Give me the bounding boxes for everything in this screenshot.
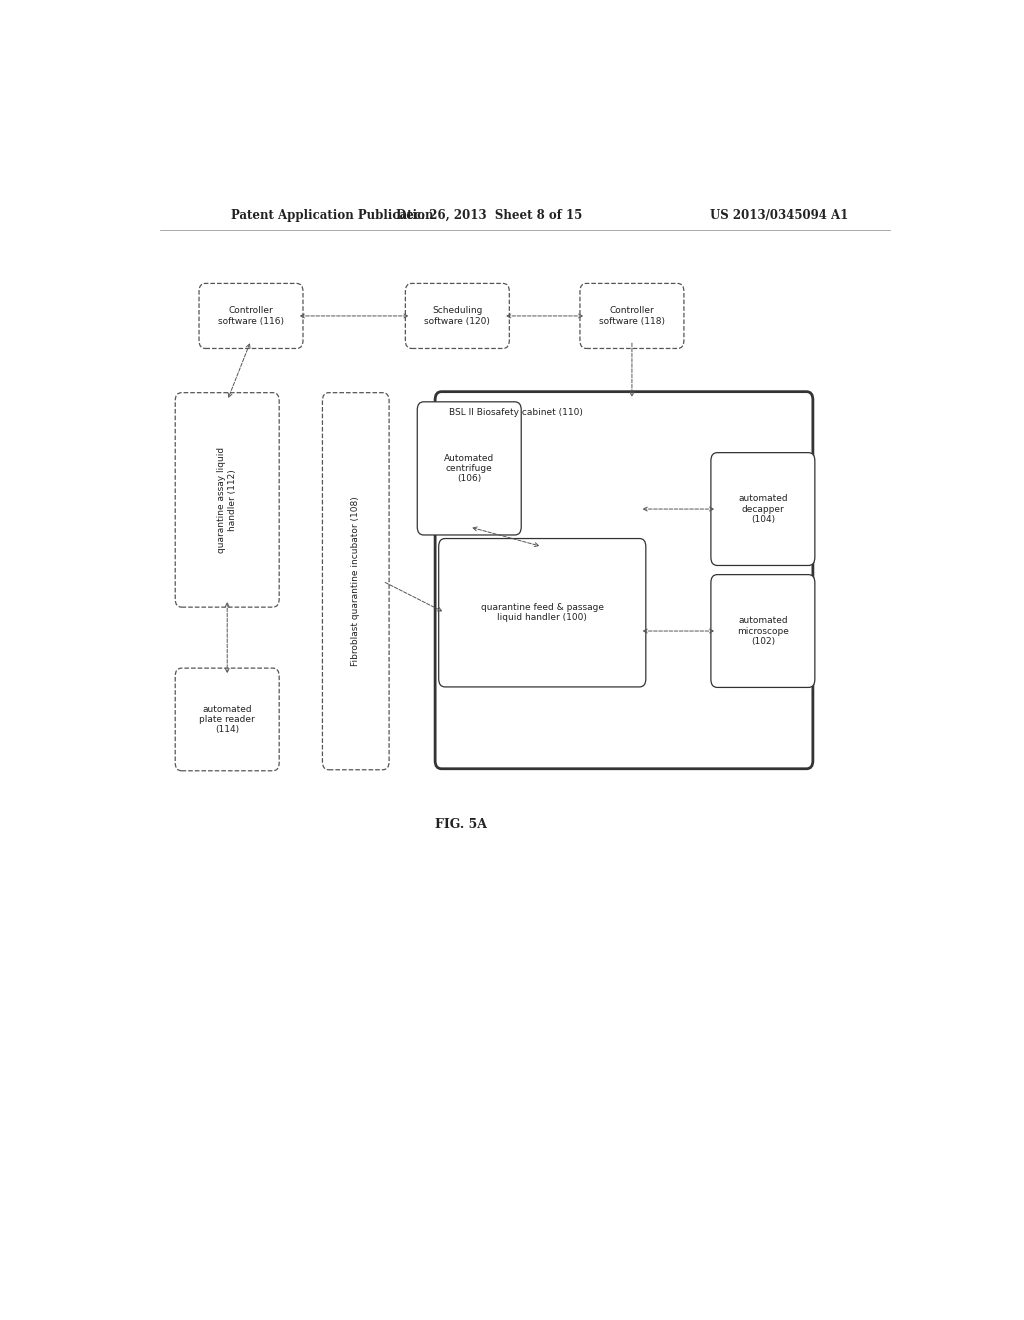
FancyBboxPatch shape (199, 284, 303, 348)
Text: Controller
software (118): Controller software (118) (599, 306, 665, 326)
Text: quarantine feed & passage
liquid handler (100): quarantine feed & passage liquid handler… (480, 603, 604, 623)
FancyBboxPatch shape (711, 453, 815, 565)
FancyBboxPatch shape (406, 284, 509, 348)
Text: US 2013/0345094 A1: US 2013/0345094 A1 (710, 209, 848, 222)
Text: Dec. 26, 2013  Sheet 8 of 15: Dec. 26, 2013 Sheet 8 of 15 (396, 209, 583, 222)
FancyBboxPatch shape (175, 392, 280, 607)
Text: automated
plate reader
(114): automated plate reader (114) (200, 705, 255, 734)
FancyBboxPatch shape (580, 284, 684, 348)
FancyBboxPatch shape (711, 574, 815, 688)
Text: Patent Application Publication: Patent Application Publication (231, 209, 434, 222)
FancyBboxPatch shape (438, 539, 646, 686)
Text: BSL II Biosafety cabinet (110): BSL II Biosafety cabinet (110) (450, 408, 584, 417)
Text: FIG. 5A: FIG. 5A (435, 817, 487, 830)
Text: automated
decapper
(104): automated decapper (104) (738, 494, 787, 524)
Text: Controller
software (116): Controller software (116) (218, 306, 284, 326)
FancyBboxPatch shape (175, 668, 280, 771)
FancyBboxPatch shape (435, 392, 813, 768)
Text: quarantine assay liquid
handler (112): quarantine assay liquid handler (112) (217, 447, 237, 553)
Text: Automated
centrifuge
(106): Automated centrifuge (106) (444, 454, 495, 483)
Text: automated
microscope
(102): automated microscope (102) (737, 616, 788, 645)
Text: Scheduling
software (120): Scheduling software (120) (424, 306, 490, 326)
Text: Fibroblast quarantine incubator (108): Fibroblast quarantine incubator (108) (351, 496, 360, 667)
FancyBboxPatch shape (417, 401, 521, 535)
FancyBboxPatch shape (323, 392, 389, 770)
